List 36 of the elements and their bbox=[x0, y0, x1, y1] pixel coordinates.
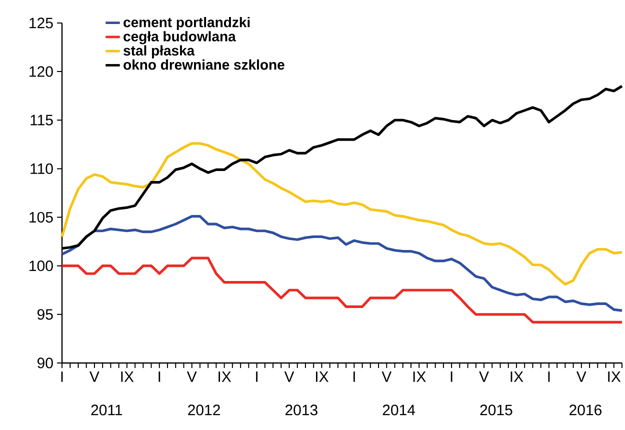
x-tick-label: IX bbox=[316, 372, 328, 382]
x-tick-label: I bbox=[353, 372, 355, 382]
text: 2013 bbox=[285, 404, 318, 416]
x-tick-label: I bbox=[548, 372, 550, 382]
y-tick-label: 125 bbox=[30, 18, 53, 28]
x-tick-label: IX bbox=[510, 372, 524, 382]
legend-label: cegła budowlana bbox=[124, 31, 236, 44]
x-tick-label: I bbox=[450, 372, 452, 382]
text: 2016 bbox=[570, 404, 602, 416]
x-tick-label: IX bbox=[608, 372, 621, 382]
y-tick-label: 120 bbox=[30, 66, 53, 77]
y-tick-label: 90 bbox=[37, 358, 53, 368]
x-tick-label: I bbox=[256, 372, 258, 382]
legend-label: okno drewniane szklone bbox=[124, 59, 284, 70]
text: 2015 bbox=[480, 404, 512, 416]
text: 2014 bbox=[382, 404, 416, 416]
x-tick-label: I bbox=[158, 372, 160, 382]
legend-label: stal płaska bbox=[124, 45, 195, 58]
x-tick-label: V bbox=[186, 372, 197, 382]
x-tick-label: V bbox=[382, 372, 392, 382]
text: 2011 bbox=[91, 404, 122, 416]
x-tick-label: IX bbox=[413, 372, 426, 382]
x-tick-label: I bbox=[61, 372, 63, 382]
y-tick-label: 110 bbox=[30, 163, 53, 174]
x-tick-label: V bbox=[90, 372, 100, 382]
x-tick-label: IX bbox=[218, 372, 232, 382]
y-tick-label: 100 bbox=[30, 260, 53, 272]
text: 2012 bbox=[188, 404, 220, 416]
x-tick-label: V bbox=[479, 372, 489, 382]
x-tick-label: V bbox=[284, 372, 294, 382]
legend-label: cement portlandzki bbox=[124, 16, 250, 30]
y-tick-label: 115 bbox=[30, 114, 53, 126]
x-tick-label: IX bbox=[121, 372, 134, 382]
y-tick-label: 105 bbox=[30, 212, 53, 223]
y-tick-label: 95 bbox=[37, 309, 53, 320]
x-tick-label: V bbox=[576, 372, 586, 382]
